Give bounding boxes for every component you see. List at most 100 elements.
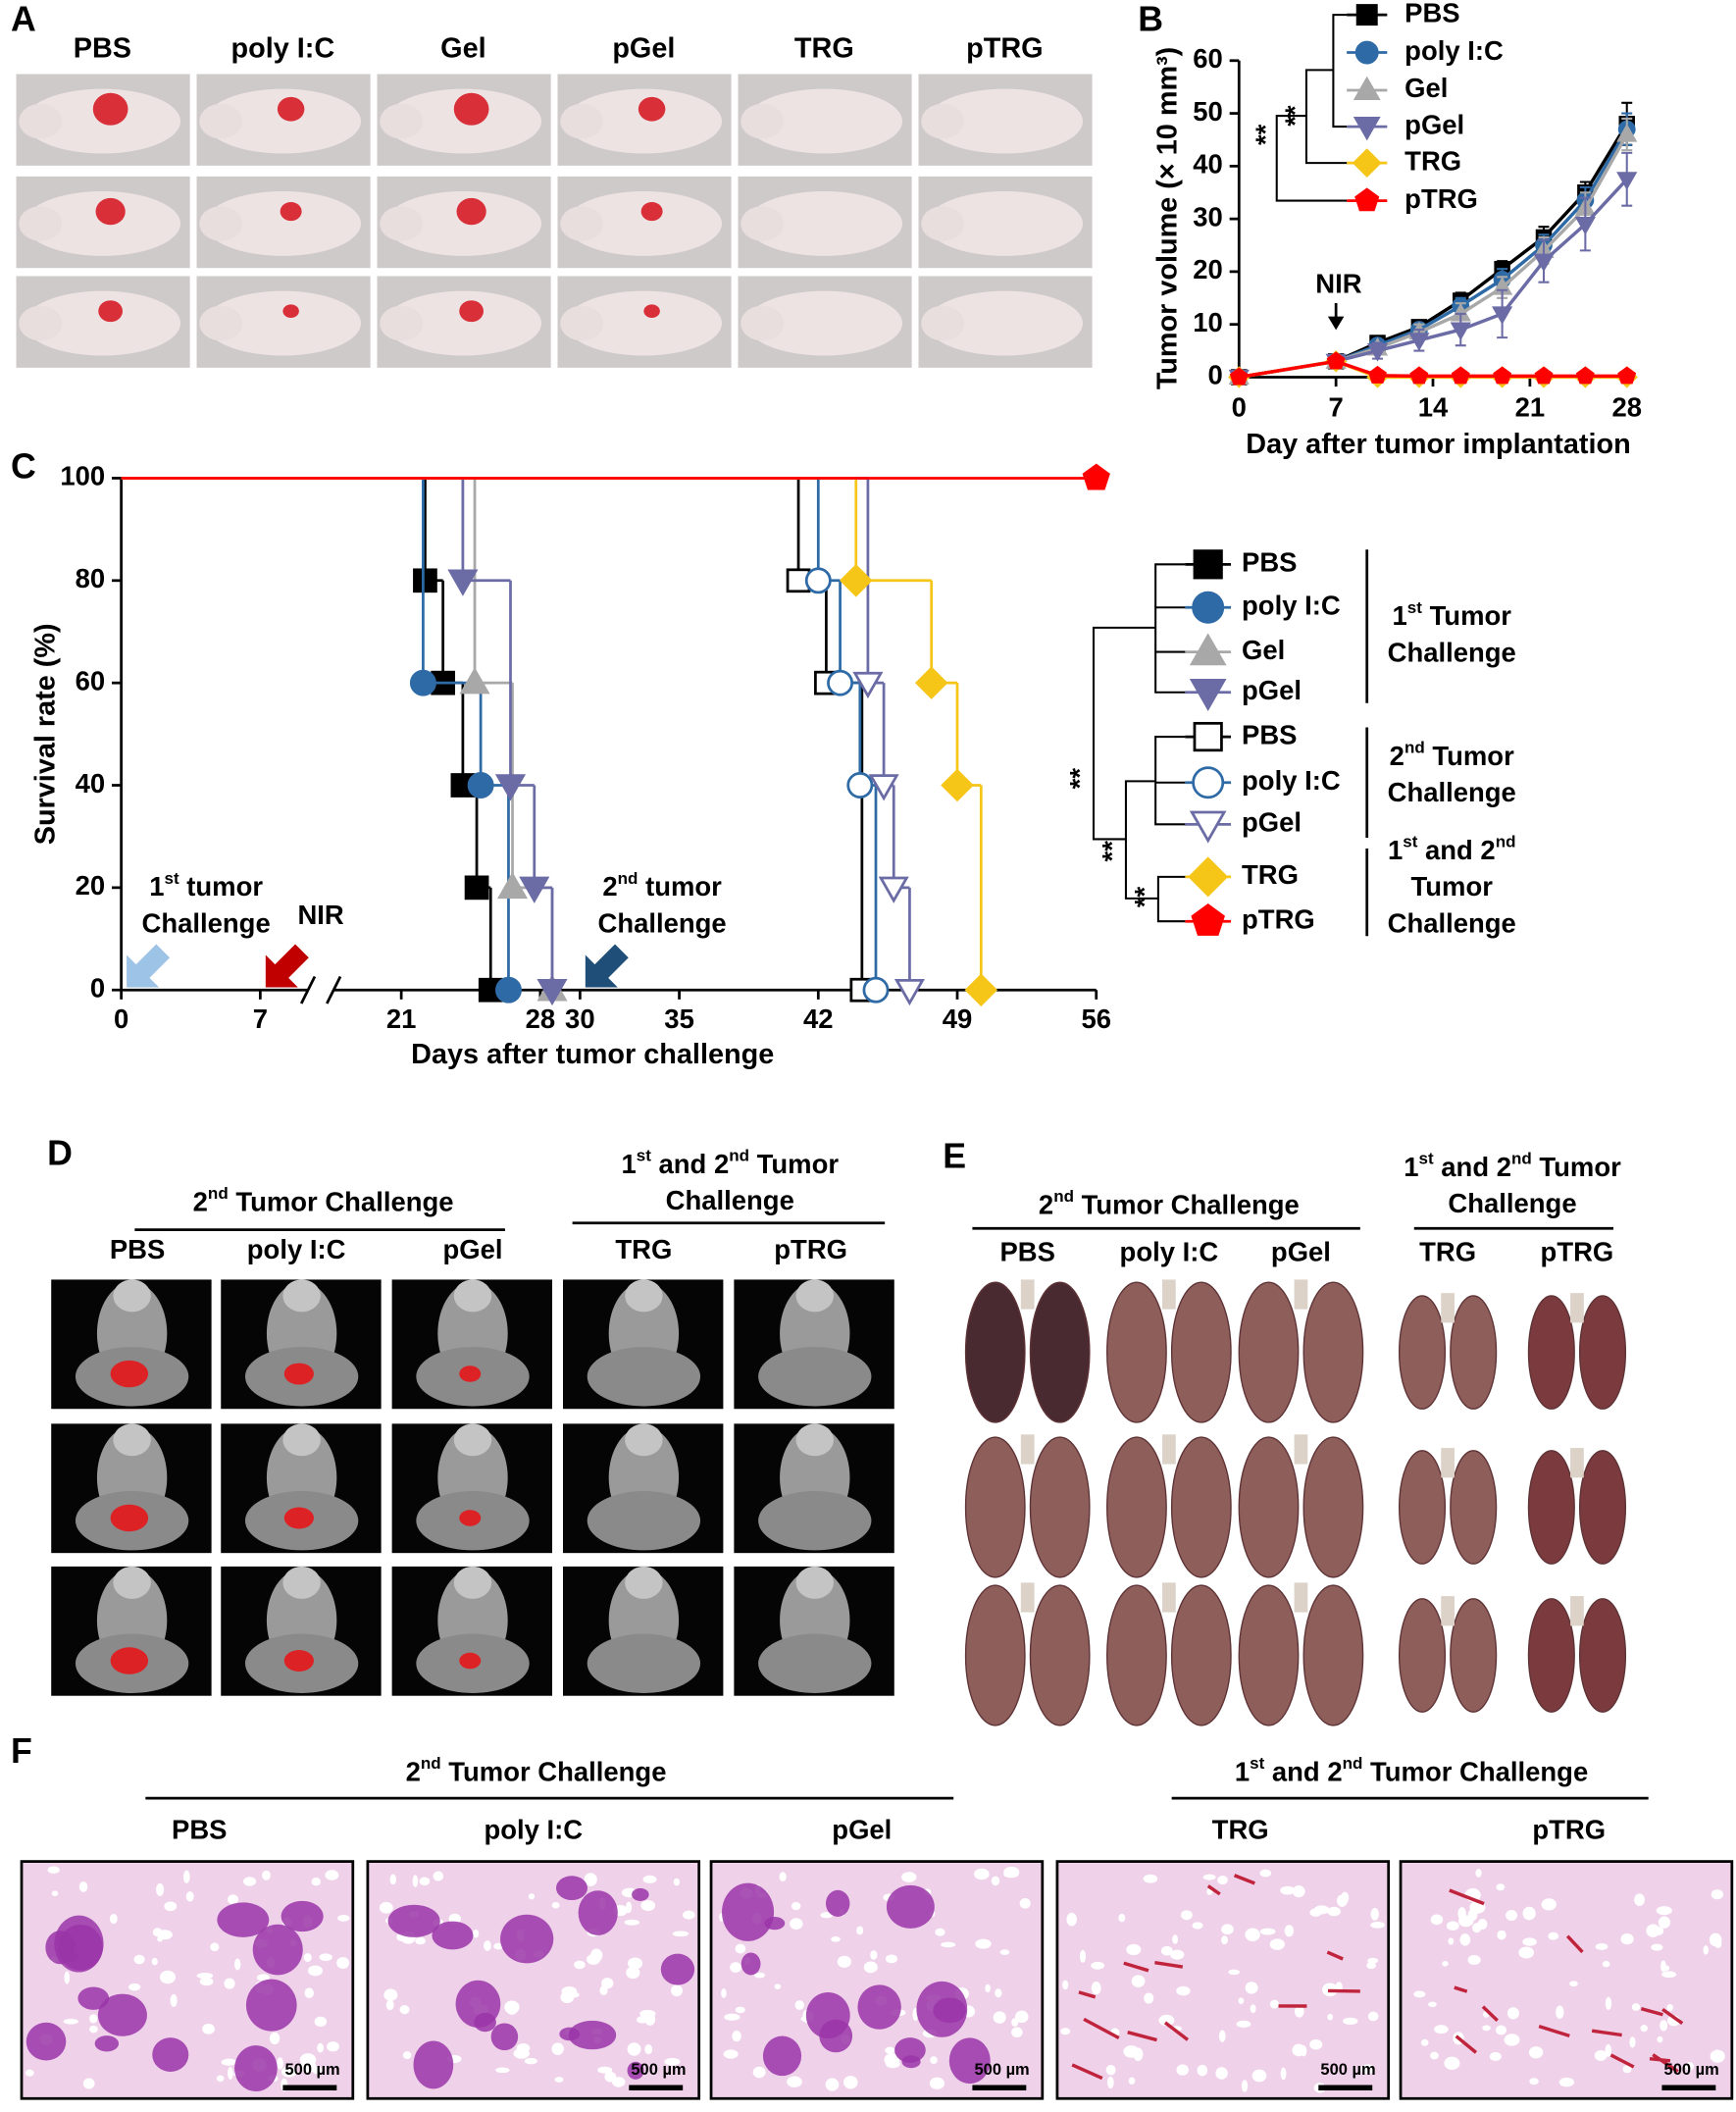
- photo-mouse: [384, 290, 542, 356]
- photo-texture: [64, 1971, 71, 1984]
- x-tick-label: 0: [1232, 392, 1247, 423]
- photo-texture: [1144, 1992, 1154, 2004]
- photo-texture: [1629, 2036, 1636, 2048]
- photo-mouse: [282, 1566, 321, 1599]
- photo-mouse: [926, 190, 1084, 256]
- photo-lung: [1106, 1281, 1167, 1423]
- photo-texture: [735, 2006, 745, 2014]
- photo-texture: [885, 1954, 897, 1964]
- photo-mouse: [380, 206, 424, 241]
- photo-texture: [1091, 1961, 1105, 1970]
- photo-tumor: [152, 2037, 189, 2072]
- photo-texture: [863, 1961, 878, 1974]
- annotation-arrow: [585, 944, 629, 988]
- marker: [827, 669, 854, 696]
- photo-tumor: [490, 2023, 519, 2051]
- photo-vessel: [1083, 2017, 1120, 2039]
- photo-texture: [1251, 2069, 1267, 2083]
- photo-texture: [1467, 1954, 1481, 1966]
- photo-texture: [1620, 1932, 1634, 1945]
- photo-texture: [1595, 1943, 1608, 1950]
- column-label: PBS: [172, 1815, 227, 1845]
- group-label-part: and 2: [1434, 1152, 1511, 1182]
- photo-tumor: [948, 2037, 991, 2085]
- marker: [1368, 365, 1387, 384]
- photo-vessel: [1591, 2029, 1622, 2037]
- column-label: pTRG: [1532, 1815, 1606, 1845]
- photo-texture: [89, 2025, 98, 2034]
- column-label: Gel: [440, 32, 485, 64]
- group-label-part: Tumor Challenge: [441, 1757, 667, 1787]
- photo-tumor: [805, 1991, 850, 2039]
- photo-texture: [224, 1978, 235, 1989]
- legend-group-label-part: and 2: [1417, 835, 1495, 865]
- photo-texture: [170, 1993, 178, 2007]
- photo-texture: [1366, 1961, 1376, 1970]
- photo-texture: [196, 1973, 214, 1980]
- photo-texture: [640, 1900, 656, 1911]
- column-label: poly I:C: [247, 1234, 346, 1264]
- photo-texture: [389, 1874, 397, 1885]
- photo-tumor: [568, 2020, 617, 2050]
- photo-texture: [157, 1935, 163, 1942]
- photo-texture: [1259, 1869, 1272, 1878]
- photo-texture: [1541, 1898, 1557, 1911]
- photo-mouse: [204, 190, 362, 256]
- photo-texture: [281, 2066, 297, 2078]
- column-label: pGel: [832, 1815, 892, 1845]
- photo-signal: [92, 92, 128, 126]
- group-label-part: Tumor Challenge: [229, 1187, 454, 1217]
- group-label: Challenge: [1448, 1188, 1576, 1218]
- photo-texture: [1327, 2013, 1334, 2021]
- annotation-part: Challenge: [598, 908, 727, 939]
- photo-texture: [1217, 1875, 1228, 1885]
- legend-group-label-part: nd: [1404, 738, 1425, 756]
- photo-lung: [1578, 1598, 1627, 1713]
- annotation-arrow: [1327, 316, 1345, 331]
- marker: [1616, 172, 1638, 190]
- group-label-part: st: [1250, 1753, 1264, 1772]
- series-line: [1239, 359, 1627, 380]
- photo-signal: [638, 96, 666, 122]
- legend-group-label-part: st: [1407, 597, 1422, 616]
- photo-texture: [683, 1910, 695, 1920]
- photo-mouse: [453, 1279, 492, 1313]
- photo-texture: [128, 1983, 141, 1991]
- photo-texture: [228, 2067, 233, 2080]
- column-label: PBS: [110, 1234, 165, 1264]
- scale-bar-label: 500 µm: [1664, 2061, 1719, 2079]
- photo-texture: [1548, 1932, 1559, 1940]
- photo-mouse: [282, 1279, 321, 1313]
- photo-signal: [277, 96, 305, 122]
- photo-texture: [133, 1954, 145, 1965]
- photo-texture: [1301, 2045, 1307, 2057]
- photo-mouse: [795, 1279, 834, 1313]
- photo-vessel: [1661, 2007, 1684, 2025]
- photo-texture: [528, 1893, 536, 1900]
- marker: [1574, 216, 1596, 235]
- photo-trachea: [1441, 1448, 1455, 1478]
- photo-lung: [1238, 1436, 1300, 1578]
- photo-mouse: [625, 1423, 663, 1457]
- photo-texture: [612, 2077, 626, 2087]
- legend-group-label: Tumor: [1411, 871, 1494, 901]
- photo-texture: [51, 1890, 59, 1897]
- photo-texture: [1496, 2025, 1506, 2035]
- photo-vessel: [1481, 2005, 1499, 2022]
- marker: [1451, 366, 1470, 385]
- photo-texture: [1622, 2065, 1632, 2074]
- axis-break: [299, 975, 317, 1004]
- photo-frame: [709, 1860, 1045, 2100]
- photo-lung: [964, 1281, 1026, 1423]
- photo-texture: [1218, 2030, 1226, 2042]
- column-label: TRG: [794, 32, 854, 64]
- column-label: TRG: [1212, 1815, 1269, 1845]
- photo-tumor: [26, 2022, 67, 2061]
- photo-texture: [256, 1974, 270, 1982]
- y-axis-label: Survival rate (%): [30, 623, 62, 845]
- photo-texture: [433, 1871, 444, 1881]
- photo-mouse: [565, 290, 723, 356]
- legend-label: pTRG: [1242, 903, 1315, 934]
- photo-texture: [1241, 2080, 1249, 2092]
- marker: [1189, 810, 1227, 844]
